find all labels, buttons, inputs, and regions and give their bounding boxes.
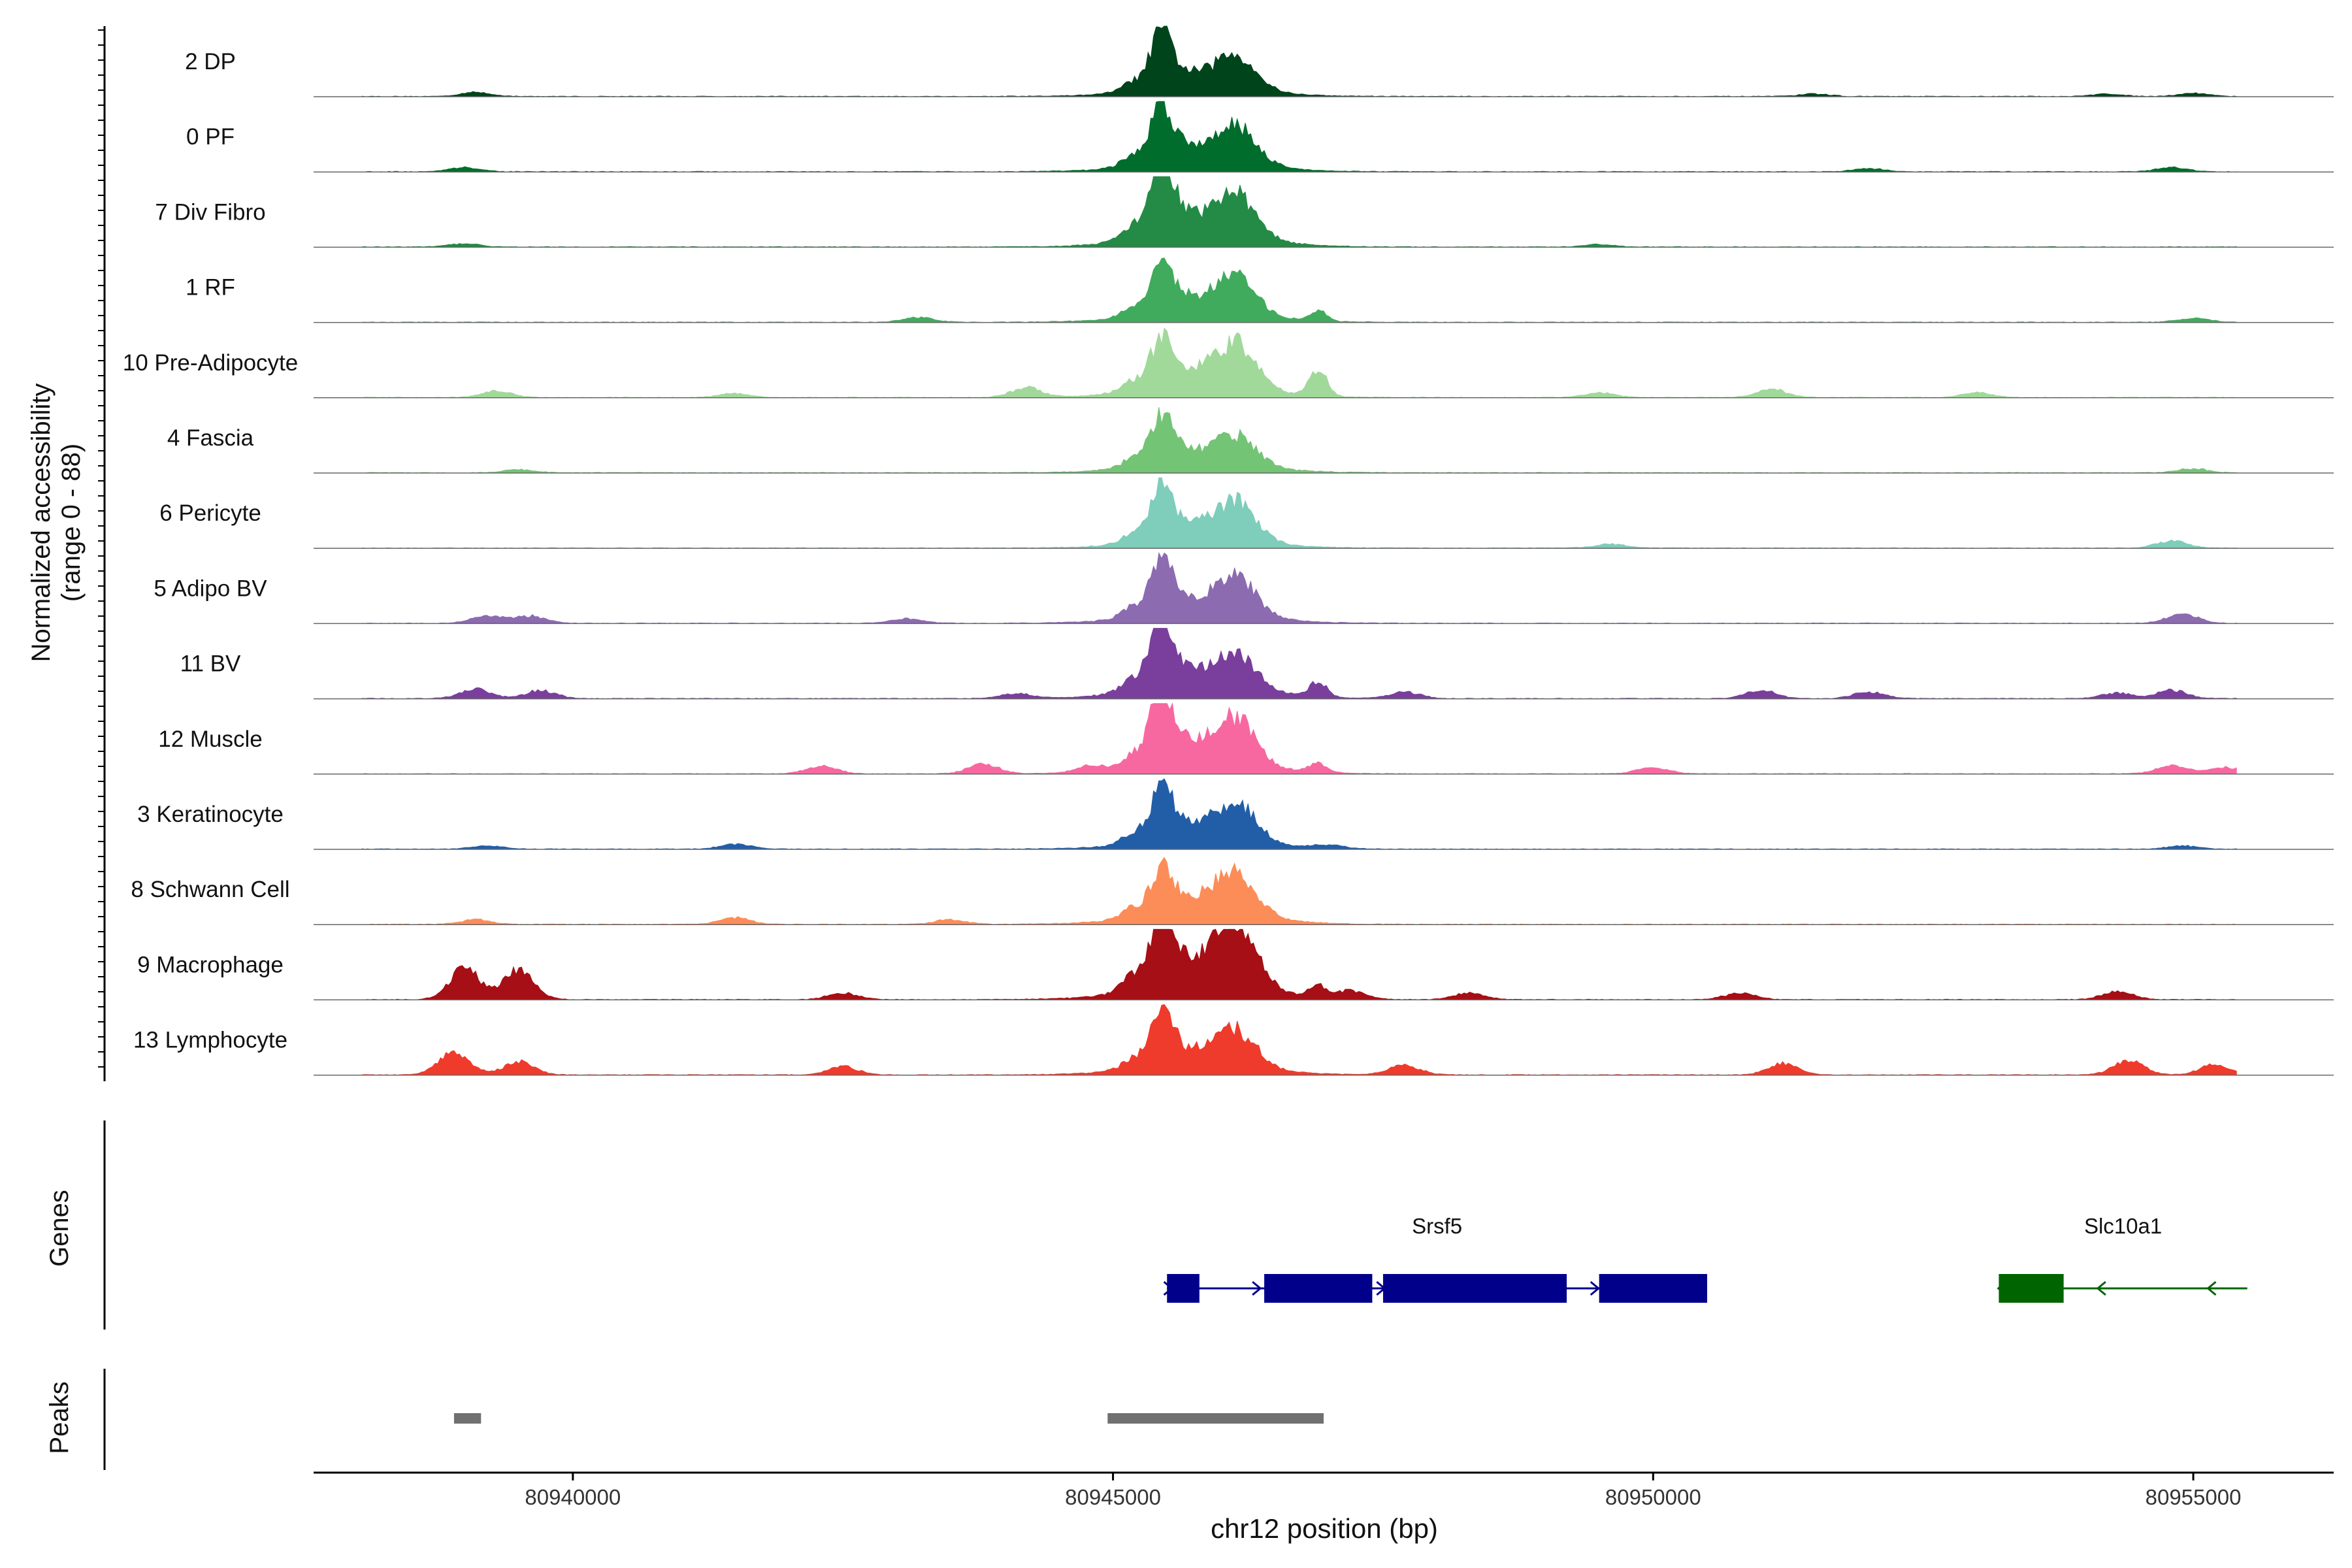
gene-track: Srsf5 Slc10a1 [103,1120,2247,1330]
gene-exon [1599,1274,1707,1303]
coverage-area [362,327,2237,399]
coverage-area [361,1004,2237,1076]
track-label: 9 Macrophage [137,952,284,977]
coverage-track: 4 Fascia [167,407,2334,474]
coverage-track: 2 DP [185,25,2334,97]
coverage-track: 12 Muscle [158,702,2334,775]
strand-arrow [1376,1281,1386,1296]
coverage-area [361,176,2237,248]
track-label: 13 Lymphocyte [133,1028,287,1053]
track-label: 11 BV [180,651,241,677]
genes-track-label: Genes [45,1190,74,1267]
coverage-area [361,25,2237,97]
strand-arrow [1997,1281,2007,1296]
y-axis-title: Normalized accessibility (range 0 - 88) [27,384,86,662]
coverage-area [362,702,2237,775]
peak-region [453,1413,482,1424]
coverage-track: 8 Schwann Cell [131,857,2334,925]
coverage-area [362,101,2237,172]
gene-model: Slc10a1 [1997,1214,2247,1303]
strand-arrow [1590,1281,1601,1296]
coverage-area [362,928,2237,1000]
coverage-track: 5 Adipo BV [154,551,2334,625]
track-label: 2 DP [185,49,236,74]
coverage-track: 9 Macrophage [137,928,2334,1001]
coverage-track: 13 Lymphocyte [133,1004,2334,1076]
track-label: 12 Muscle [158,727,263,752]
peak-track [103,1369,1324,1470]
peak-region [1107,1413,1324,1424]
track-label: 7 Div Fibro [155,199,265,225]
x-tick-label: 80945000 [1065,1485,1161,1509]
track-label: 10 Pre-Adipocyte [123,350,298,376]
gene-exon [1264,1274,1373,1303]
strand-arrow [2206,1281,2217,1296]
strand-arrow [2096,1281,2106,1296]
coverage-area [362,407,2237,474]
x-axis: 80940000 80945000 80950000 80955000 [314,1471,2334,1509]
track-label: 8 Schwann Cell [131,877,289,902]
track-label: 3 Keratinocyte [137,802,284,827]
coverage-area [361,778,2237,850]
gene-exon [1999,1274,2064,1303]
coverage-area [361,551,2237,624]
coverage-track: 7 Div Fibro [155,176,2334,248]
track-label: 5 Adipo BV [154,576,267,601]
x-tick-label: 80940000 [525,1485,621,1509]
coverage-track: 0 PF [186,101,2334,172]
peaks-track-label: Peaks [45,1381,74,1454]
track-label: 0 PF [186,124,235,150]
coverage-area [361,628,2237,700]
coverage-tracks: 2 DP 0 PF 7 Div Fibro 1 RF 10 Pre-Adipocyte 4… [98,25,2334,1081]
x-tick-label: 80950000 [1605,1485,1701,1509]
gene-name-label: Srsf5 [1412,1214,1462,1238]
strand-arrow [1252,1281,1262,1296]
track-label: 4 Fascia [167,425,254,451]
coverage-area [361,257,2237,323]
y-axis-label: Normalized accessibility [27,384,56,662]
coverage-track: 11 BV [180,628,2334,700]
coverage-track: 1 RF [186,257,2334,323]
gene-exon [1382,1274,1567,1303]
y-axis-range-label: (range 0 - 88) [57,444,86,602]
coverage-area [361,477,2237,549]
coverage-track: 3 Keratinocyte [137,778,2334,850]
gene-name-label: Slc10a1 [2084,1214,2162,1238]
coverage-track: 10 Pre-Adipocyte [123,327,2334,399]
x-axis-title: chr12 position (bp) [1211,1513,1438,1544]
track-label: 6 Pericyte [159,500,261,526]
coverage-track: 6 Pericyte [159,477,2334,549]
strand-arrow [1163,1281,1173,1296]
gene-model: Srsf5 [1163,1214,1707,1303]
coverage-area [362,857,2237,925]
x-tick-label: 80955000 [2146,1485,2242,1509]
track-label: 1 RF [186,275,235,301]
